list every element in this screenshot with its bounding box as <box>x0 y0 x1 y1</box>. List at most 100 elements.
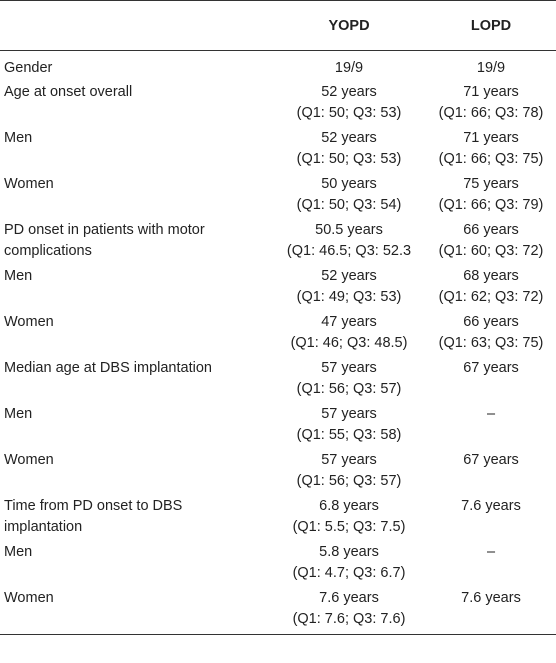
lopd-value: – <box>426 542 556 588</box>
lopd-value-line: (Q1: 63; Q3: 75) <box>438 335 544 351</box>
yopd-value-line: 6.8 years <box>319 498 379 514</box>
lopd-value-line: 19/9 <box>476 60 506 76</box>
row-label: Men <box>0 542 272 588</box>
yopd-value-line: (Q1: 5.5; Q3: 7.5) <box>292 519 406 535</box>
yopd-value: 50 years (Q1: 50; Q3: 54) <box>272 174 426 220</box>
yopd-value-line: (Q1: 46.5; Q3: 52.3 <box>286 243 412 259</box>
row-label-line: Gender <box>4 60 53 76</box>
yopd-value: 52 years (Q1: 50; Q3: 53) <box>272 82 426 128</box>
lopd-value-line: 67 years <box>463 452 519 468</box>
row-label-line: PD onset in patients with motor <box>4 222 205 238</box>
row-label-line: complications <box>4 243 92 259</box>
yopd-value-line: 57 years <box>321 406 377 422</box>
lopd-value-line: – <box>486 406 496 422</box>
table-row: Women 7.6 years (Q1: 7.6; Q3: 7.6) 7.6 year… <box>0 588 556 635</box>
yopd-value-line: (Q1: 55; Q3: 58) <box>296 427 402 443</box>
lopd-value-line: 71 years <box>463 130 519 146</box>
yopd-value-line: (Q1: 4.7; Q3: 6.7) <box>292 565 406 581</box>
row-label: Men <box>0 266 272 312</box>
table-row: Women 47 years (Q1: 46; Q3: 48.5) 66 years (… <box>0 312 556 358</box>
lopd-value-line: 68 years <box>463 268 519 284</box>
demographics-table: YOPD LOPD Gender 19/9 19/9 Age at onset ove… <box>0 0 556 635</box>
lopd-value-line: 67 years <box>463 360 519 376</box>
yopd-value: 5.8 years (Q1: 4.7; Q3: 6.7) <box>272 542 426 588</box>
lopd-value: 7.6 years <box>426 588 556 635</box>
table-row: Men 57 years (Q1: 55; Q3: 58) – <box>0 404 556 450</box>
yopd-value-line: (Q1: 50; Q3: 53) <box>296 105 402 121</box>
row-label-line: Men <box>4 268 33 284</box>
yopd-value: 47 years (Q1: 46; Q3: 48.5) <box>272 312 426 358</box>
row-label-line: Men <box>4 130 33 146</box>
row-label-line: Women <box>4 176 54 192</box>
lopd-value: 66 years (Q1: 63; Q3: 75) <box>426 312 556 358</box>
table-row: Men 5.8 years (Q1: 4.7; Q3: 6.7) – <box>0 542 556 588</box>
row-label: Men <box>0 404 272 450</box>
row-label-line: Median age at DBS implantation <box>4 360 212 376</box>
lopd-value-line: 7.6 years <box>461 590 521 606</box>
yopd-value: 57 years (Q1: 55; Q3: 58) <box>272 404 426 450</box>
yopd-value-line: 52 years <box>321 130 377 146</box>
lopd-value: 19/9 <box>426 51 556 83</box>
lopd-value: 66 years (Q1: 60; Q3: 72) <box>426 220 556 266</box>
yopd-value-line: 52 years <box>321 84 377 100</box>
lopd-value-line: (Q1: 66; Q3: 78) <box>438 105 544 121</box>
yopd-value-line: 57 years <box>321 452 377 468</box>
yopd-value-line: (Q1: 46; Q3: 48.5) <box>290 335 408 351</box>
row-label: Gender <box>0 51 272 83</box>
row-label: Women <box>0 312 272 358</box>
yopd-value-line: (Q1: 50; Q3: 53) <box>296 151 402 167</box>
row-label: Men <box>0 128 272 174</box>
lopd-value-line: (Q1: 66; Q3: 75) <box>438 151 544 167</box>
yopd-value-line: 52 years <box>321 268 377 284</box>
lopd-value-line: 66 years <box>463 314 519 330</box>
row-label-line: Time from PD onset to DBS <box>4 498 183 514</box>
row-label: Median age at DBS implantation <box>0 358 272 404</box>
yopd-value: 52 years (Q1: 49; Q3: 53) <box>272 266 426 312</box>
table-row: Women 57 years (Q1: 56; Q3: 57) 67 years <box>0 450 556 496</box>
lopd-value-line: 75 years <box>463 176 519 192</box>
lopd-value-line: (Q1: 62; Q3: 72) <box>438 289 544 305</box>
lopd-value: – <box>426 404 556 450</box>
lopd-value: 68 years (Q1: 62; Q3: 72) <box>426 266 556 312</box>
row-label-line: implantation <box>4 519 83 535</box>
lopd-value-line: – <box>486 544 496 560</box>
yopd-value: 19/9 <box>272 51 426 83</box>
row-label: Age at onset overall <box>0 82 272 128</box>
yopd-value: 57 years (Q1: 56; Q3: 57) <box>272 358 426 404</box>
table-row: Median age at DBS implantation 57 years (Q… <box>0 358 556 404</box>
yopd-value-line: (Q1: 49; Q3: 53) <box>296 289 402 305</box>
yopd-value: 6.8 years (Q1: 5.5; Q3: 7.5) <box>272 496 426 542</box>
row-label: Time from PD onset to DBS implantation <box>0 496 272 542</box>
row-label-line: Men <box>4 544 33 560</box>
row-label-line: Women <box>4 314 54 330</box>
yopd-value: 50.5 years (Q1: 46.5; Q3: 52.3 <box>272 220 426 266</box>
table-row: Age at onset overall 52 years (Q1: 50; Q3:… <box>0 82 556 128</box>
lopd-value: 71 years (Q1: 66; Q3: 78) <box>426 82 556 128</box>
yopd-value-line: 19/9 <box>334 60 364 76</box>
row-label: Women <box>0 450 272 496</box>
row-label-line: Age at onset overall <box>4 84 133 100</box>
yopd-value-line: (Q1: 7.6; Q3: 7.6) <box>292 611 406 627</box>
yopd-value-line: 50.5 years <box>315 222 383 238</box>
header-label <box>0 0 272 51</box>
header-row: YOPD LOPD <box>0 0 556 51</box>
yopd-value: 57 years (Q1: 56; Q3: 57) <box>272 450 426 496</box>
lopd-value: 67 years <box>426 450 556 496</box>
row-label: Women <box>0 174 272 220</box>
header-yopd: YOPD <box>272 0 426 51</box>
lopd-value-line: 71 years <box>463 84 519 100</box>
yopd-value-line: (Q1: 50; Q3: 54) <box>296 197 402 213</box>
yopd-value-line: 47 years <box>321 314 377 330</box>
table-row: Women 50 years (Q1: 50; Q3: 54) 75 years (Q1… <box>0 174 556 220</box>
row-label: PD onset in patients with motor complicat… <box>0 220 272 266</box>
lopd-value: 67 years <box>426 358 556 404</box>
table-body: Gender 19/9 19/9 Age at onset overall 52 yea… <box>0 51 556 635</box>
table-row: Men 52 years (Q1: 49; Q3: 53) 68 years (Q1: … <box>0 266 556 312</box>
lopd-value: 7.6 years <box>426 496 556 542</box>
yopd-value-line: (Q1: 56; Q3: 57) <box>296 473 402 489</box>
lopd-value-line: (Q1: 66; Q3: 79) <box>438 197 544 213</box>
yopd-value-line: (Q1: 56; Q3: 57) <box>296 381 402 397</box>
table-row: Time from PD onset to DBS implantation 6.8… <box>0 496 556 542</box>
table-row: PD onset in patients with motor complicat… <box>0 220 556 266</box>
